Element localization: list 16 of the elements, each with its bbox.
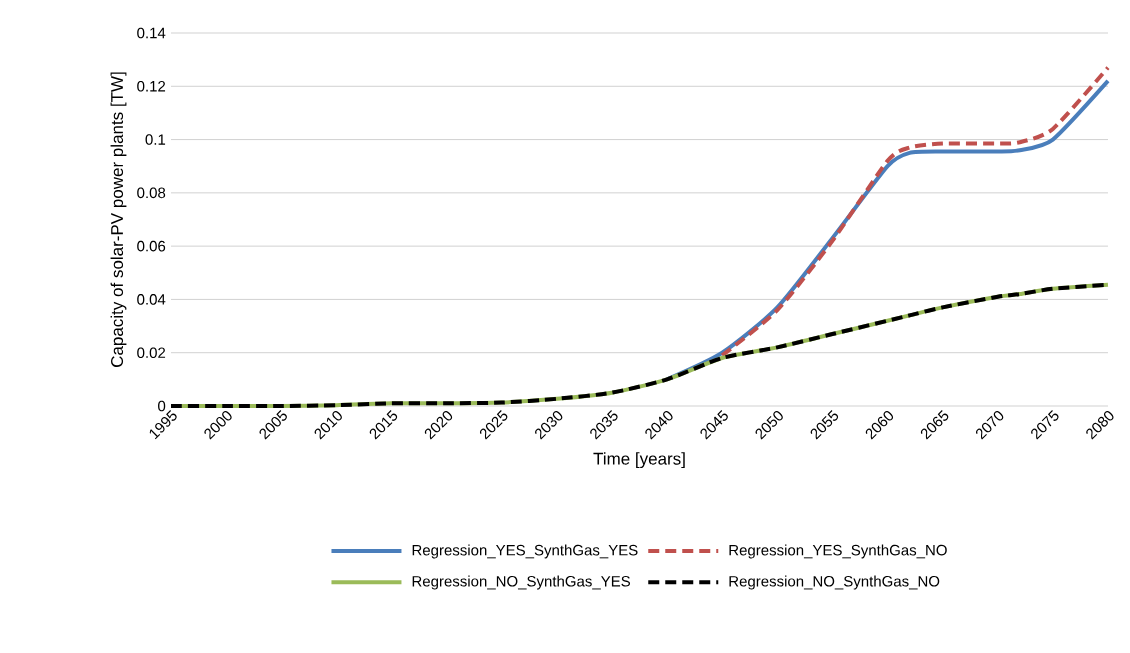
y-tick-label: 0.08 — [137, 187, 166, 199]
y-axis-title: Capacity of solar-PV power plants [TW] — [110, 72, 127, 367]
legend-label: Regression_NO_SynthGas_NO — [729, 575, 940, 590]
legend-label: Regression_NO_SynthGas_YES — [412, 575, 631, 590]
y-tick-label: 0.1 — [145, 134, 166, 145]
line-series — [169, 282, 1110, 409]
legend-label: Regression_YES_SynthGas_YES — [412, 544, 638, 559]
x-axis-title: Time [years] — [593, 452, 685, 469]
line-series — [720, 65, 1110, 358]
legend-label: Regression_YES_SynthGas_NO — [729, 544, 947, 559]
y-tick-label: 0.12 — [137, 80, 166, 92]
y-tick-label: 0.04 — [137, 294, 166, 305]
y-tick-label: 0 — [158, 400, 166, 412]
y-tick-label: 0.06 — [137, 240, 166, 252]
y-tick-label: 0.02 — [137, 347, 166, 359]
y-tick-label: 0.14 — [137, 27, 166, 39]
